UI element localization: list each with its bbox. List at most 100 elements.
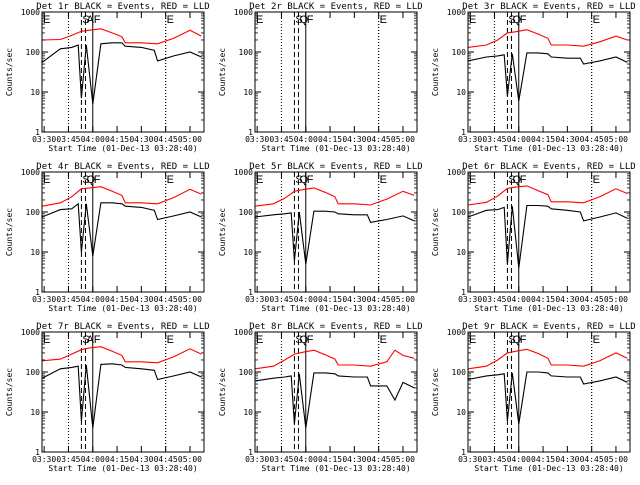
series-line: [41, 42, 202, 105]
x-tick-label: 04:45: [367, 295, 391, 304]
marker-label: A: [86, 334, 94, 346]
x-tick-label: 04:15: [318, 455, 342, 464]
series-line: [41, 28, 202, 45]
marker-label: E: [43, 334, 50, 346]
x-tick-label: 05:00: [391, 295, 415, 304]
plot-panel-5: Det 5r BLACK = Events, RED = LLD Counts/s…: [218, 162, 423, 313]
marker-label: E: [593, 14, 600, 26]
plot-panel-2: Det 2r BLACK = Events, RED = LLD Counts/s…: [218, 2, 423, 153]
x-tick-label: 04:45: [154, 135, 178, 144]
marker-label: E: [167, 334, 174, 346]
marker-label: E: [43, 174, 50, 186]
plot-panel-4: Det 4r BLACK = Events, RED = LLD Counts/s…: [5, 162, 210, 313]
y-axis-label: Counts/sec: [218, 368, 227, 416]
x-axis-label: Start Time (01-Dec-13 03:28:40): [261, 304, 410, 313]
x-tick-label: 04:45: [154, 295, 178, 304]
y-tick-label: 100: [26, 368, 41, 377]
marker-label: E: [380, 334, 387, 346]
x-tick-label: 04:15: [531, 295, 555, 304]
series-line: [254, 349, 415, 370]
marker-label: E: [593, 174, 600, 186]
marker-label: F: [520, 174, 527, 186]
y-tick-label: 1000: [447, 168, 466, 177]
marker-label: Q: [299, 334, 308, 346]
y-tick-label: 1000: [234, 328, 253, 337]
x-tick-label: 04:30: [555, 455, 579, 464]
marker-label: E: [469, 14, 476, 26]
x-tick-label: 03:30: [245, 295, 269, 304]
y-tick-label: 100: [26, 48, 41, 57]
x-tick-label: 05:00: [604, 295, 628, 304]
plot-frame: [41, 171, 205, 293]
x-tick-label: 04:45: [580, 135, 604, 144]
x-tick-label: 03:30: [458, 455, 482, 464]
series-line: [41, 346, 202, 364]
x-tick-label: 05:00: [391, 455, 415, 464]
x-tick-label: 03:30: [32, 455, 56, 464]
x-tick-label: 03:30: [245, 455, 269, 464]
plot-title: Det 2r BLACK = Events, RED = LLD: [249, 2, 422, 12]
y-axis-label: Counts/sec: [431, 368, 440, 416]
plot-panel-9: Det 9r BLACK = Events, RED = LLD Counts/s…: [431, 322, 636, 473]
marker-label: E: [43, 14, 50, 26]
y-tick-label: 10: [456, 408, 466, 417]
x-tick-label: 03:45: [56, 135, 80, 144]
x-tick-label: 04:15: [531, 455, 555, 464]
y-tick-label: 10: [243, 248, 253, 257]
x-tick-label: 04:00: [294, 455, 318, 464]
y-tick-label: 1: [248, 448, 253, 457]
x-tick-label: 03:45: [269, 455, 293, 464]
x-tick-label: 04:30: [555, 135, 579, 144]
y-tick-label: 1: [461, 448, 466, 457]
x-axis-label: Start Time (01-Dec-13 03:28:40): [261, 144, 410, 153]
x-tick-label: 04:00: [294, 295, 318, 304]
plot-title: Det 1r BLACK = Events, RED = LLD: [36, 2, 209, 12]
x-tick-label: 04:30: [342, 135, 366, 144]
y-tick-label: 1000: [21, 8, 40, 17]
y-tick-label: 100: [452, 208, 467, 217]
y-tick-label: 100: [26, 208, 41, 217]
y-tick-label: 1000: [447, 8, 466, 17]
series-line: [467, 371, 628, 425]
marker-label: S: [295, 14, 302, 26]
marker-label: E: [469, 334, 476, 346]
plot-frame: [254, 331, 418, 453]
plot-title: Det 9r BLACK = Events, RED = LLD: [462, 322, 635, 332]
y-axis-label: Counts/sec: [5, 48, 14, 96]
plot-panel-7: Det 7r BLACK = Events, RED = LLD Counts/s…: [5, 322, 210, 473]
y-tick-label: 100: [452, 48, 467, 57]
x-tick-label: 04:45: [367, 135, 391, 144]
x-tick-label: 04:00: [294, 135, 318, 144]
plot-frame: [254, 11, 418, 133]
y-tick-label: 1000: [234, 8, 253, 17]
marker-label: F: [520, 334, 527, 346]
y-tick-label: 1000: [21, 168, 40, 177]
x-tick-label: 04:45: [580, 295, 604, 304]
x-tick-label: 05:00: [178, 455, 202, 464]
x-tick-label: 04:00: [507, 135, 531, 144]
x-tick-label: 05:00: [604, 135, 628, 144]
x-tick-label: 03:45: [56, 295, 80, 304]
plot-title: Det 8r BLACK = Events, RED = LLD: [249, 322, 422, 332]
marker-label: F: [520, 14, 527, 26]
x-tick-label: 03:45: [56, 455, 80, 464]
marker-label: E: [167, 14, 174, 26]
marker-label: Q: [512, 334, 521, 346]
y-tick-label: 100: [452, 368, 467, 377]
series-line: [41, 202, 202, 256]
marker-label: S: [82, 14, 89, 26]
x-axis-label: Start Time (01-Dec-13 03:28:40): [474, 144, 623, 153]
x-tick-label: 03:30: [245, 135, 269, 144]
marker-label: S: [82, 334, 89, 346]
x-tick-label: 04:15: [105, 295, 129, 304]
marker-label: S: [295, 174, 302, 186]
marker-label: E: [469, 174, 476, 186]
series-line: [254, 210, 415, 265]
marker-label: E: [380, 174, 387, 186]
series-line: [467, 348, 628, 370]
y-tick-label: 10: [30, 88, 40, 97]
x-tick-label: 04:15: [531, 135, 555, 144]
plot-title: Det 7r BLACK = Events, RED = LLD: [36, 322, 209, 332]
x-tick-label: 04:15: [318, 135, 342, 144]
